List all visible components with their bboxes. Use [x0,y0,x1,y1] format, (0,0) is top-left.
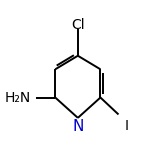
Text: I: I [124,119,128,133]
Text: Cl: Cl [71,18,85,32]
Text: H₂N: H₂N [4,91,30,105]
Text: N: N [72,119,84,134]
